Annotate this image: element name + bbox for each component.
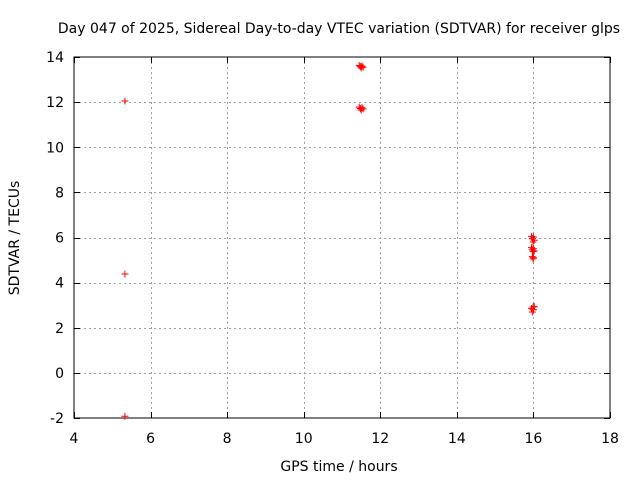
y-axis-title: SDTVAR / TECUs	[7, 181, 23, 296]
x-tick-label: 10	[295, 431, 313, 447]
x-tick-label: 8	[223, 431, 232, 447]
y-tick-label: -2	[50, 411, 64, 427]
y-tick-label: 2	[55, 321, 64, 337]
y-tick-label: 14	[46, 50, 64, 66]
x-tick-label: 14	[448, 431, 466, 447]
y-tick-label: 10	[46, 140, 64, 156]
x-tick-label: 4	[70, 431, 79, 447]
x-tick-label: 12	[371, 431, 389, 447]
x-tick-label: 16	[525, 431, 543, 447]
x-axis-tick-labels: 4 6 8 10 12 14 16 18	[70, 431, 619, 447]
data-point	[121, 97, 129, 105]
axis-ticks	[74, 57, 611, 419]
y-tick-label: 6	[55, 231, 64, 247]
data-point	[358, 62, 366, 70]
data-point	[358, 104, 366, 112]
y-tick-label: 0	[55, 366, 64, 382]
data-point	[529, 233, 537, 241]
x-axis-title: GPS time / hours	[280, 459, 397, 475]
data-point	[529, 254, 537, 262]
data-point	[530, 236, 538, 244]
plot-border	[73, 56, 611, 419]
data-point	[359, 105, 367, 113]
data-point	[530, 302, 538, 310]
chart-title: Day 047 of 2025, Sidereal Day-to-day VTE…	[58, 21, 620, 37]
y-tick-label: 8	[55, 185, 64, 201]
y-tick-label: 4	[55, 276, 64, 292]
x-tick-label: 6	[146, 431, 155, 447]
data-point	[529, 306, 537, 314]
x-tick-label: 18	[601, 431, 619, 447]
data-point	[359, 63, 367, 71]
y-tick-label: 12	[46, 95, 64, 111]
data-points	[121, 62, 538, 420]
data-point	[121, 270, 129, 278]
data-point	[530, 247, 538, 255]
y-axis-tick-labels: -2 0 2 4 6 8 10 12 14	[46, 50, 64, 427]
grid	[74, 57, 610, 418]
data-point	[121, 412, 129, 420]
